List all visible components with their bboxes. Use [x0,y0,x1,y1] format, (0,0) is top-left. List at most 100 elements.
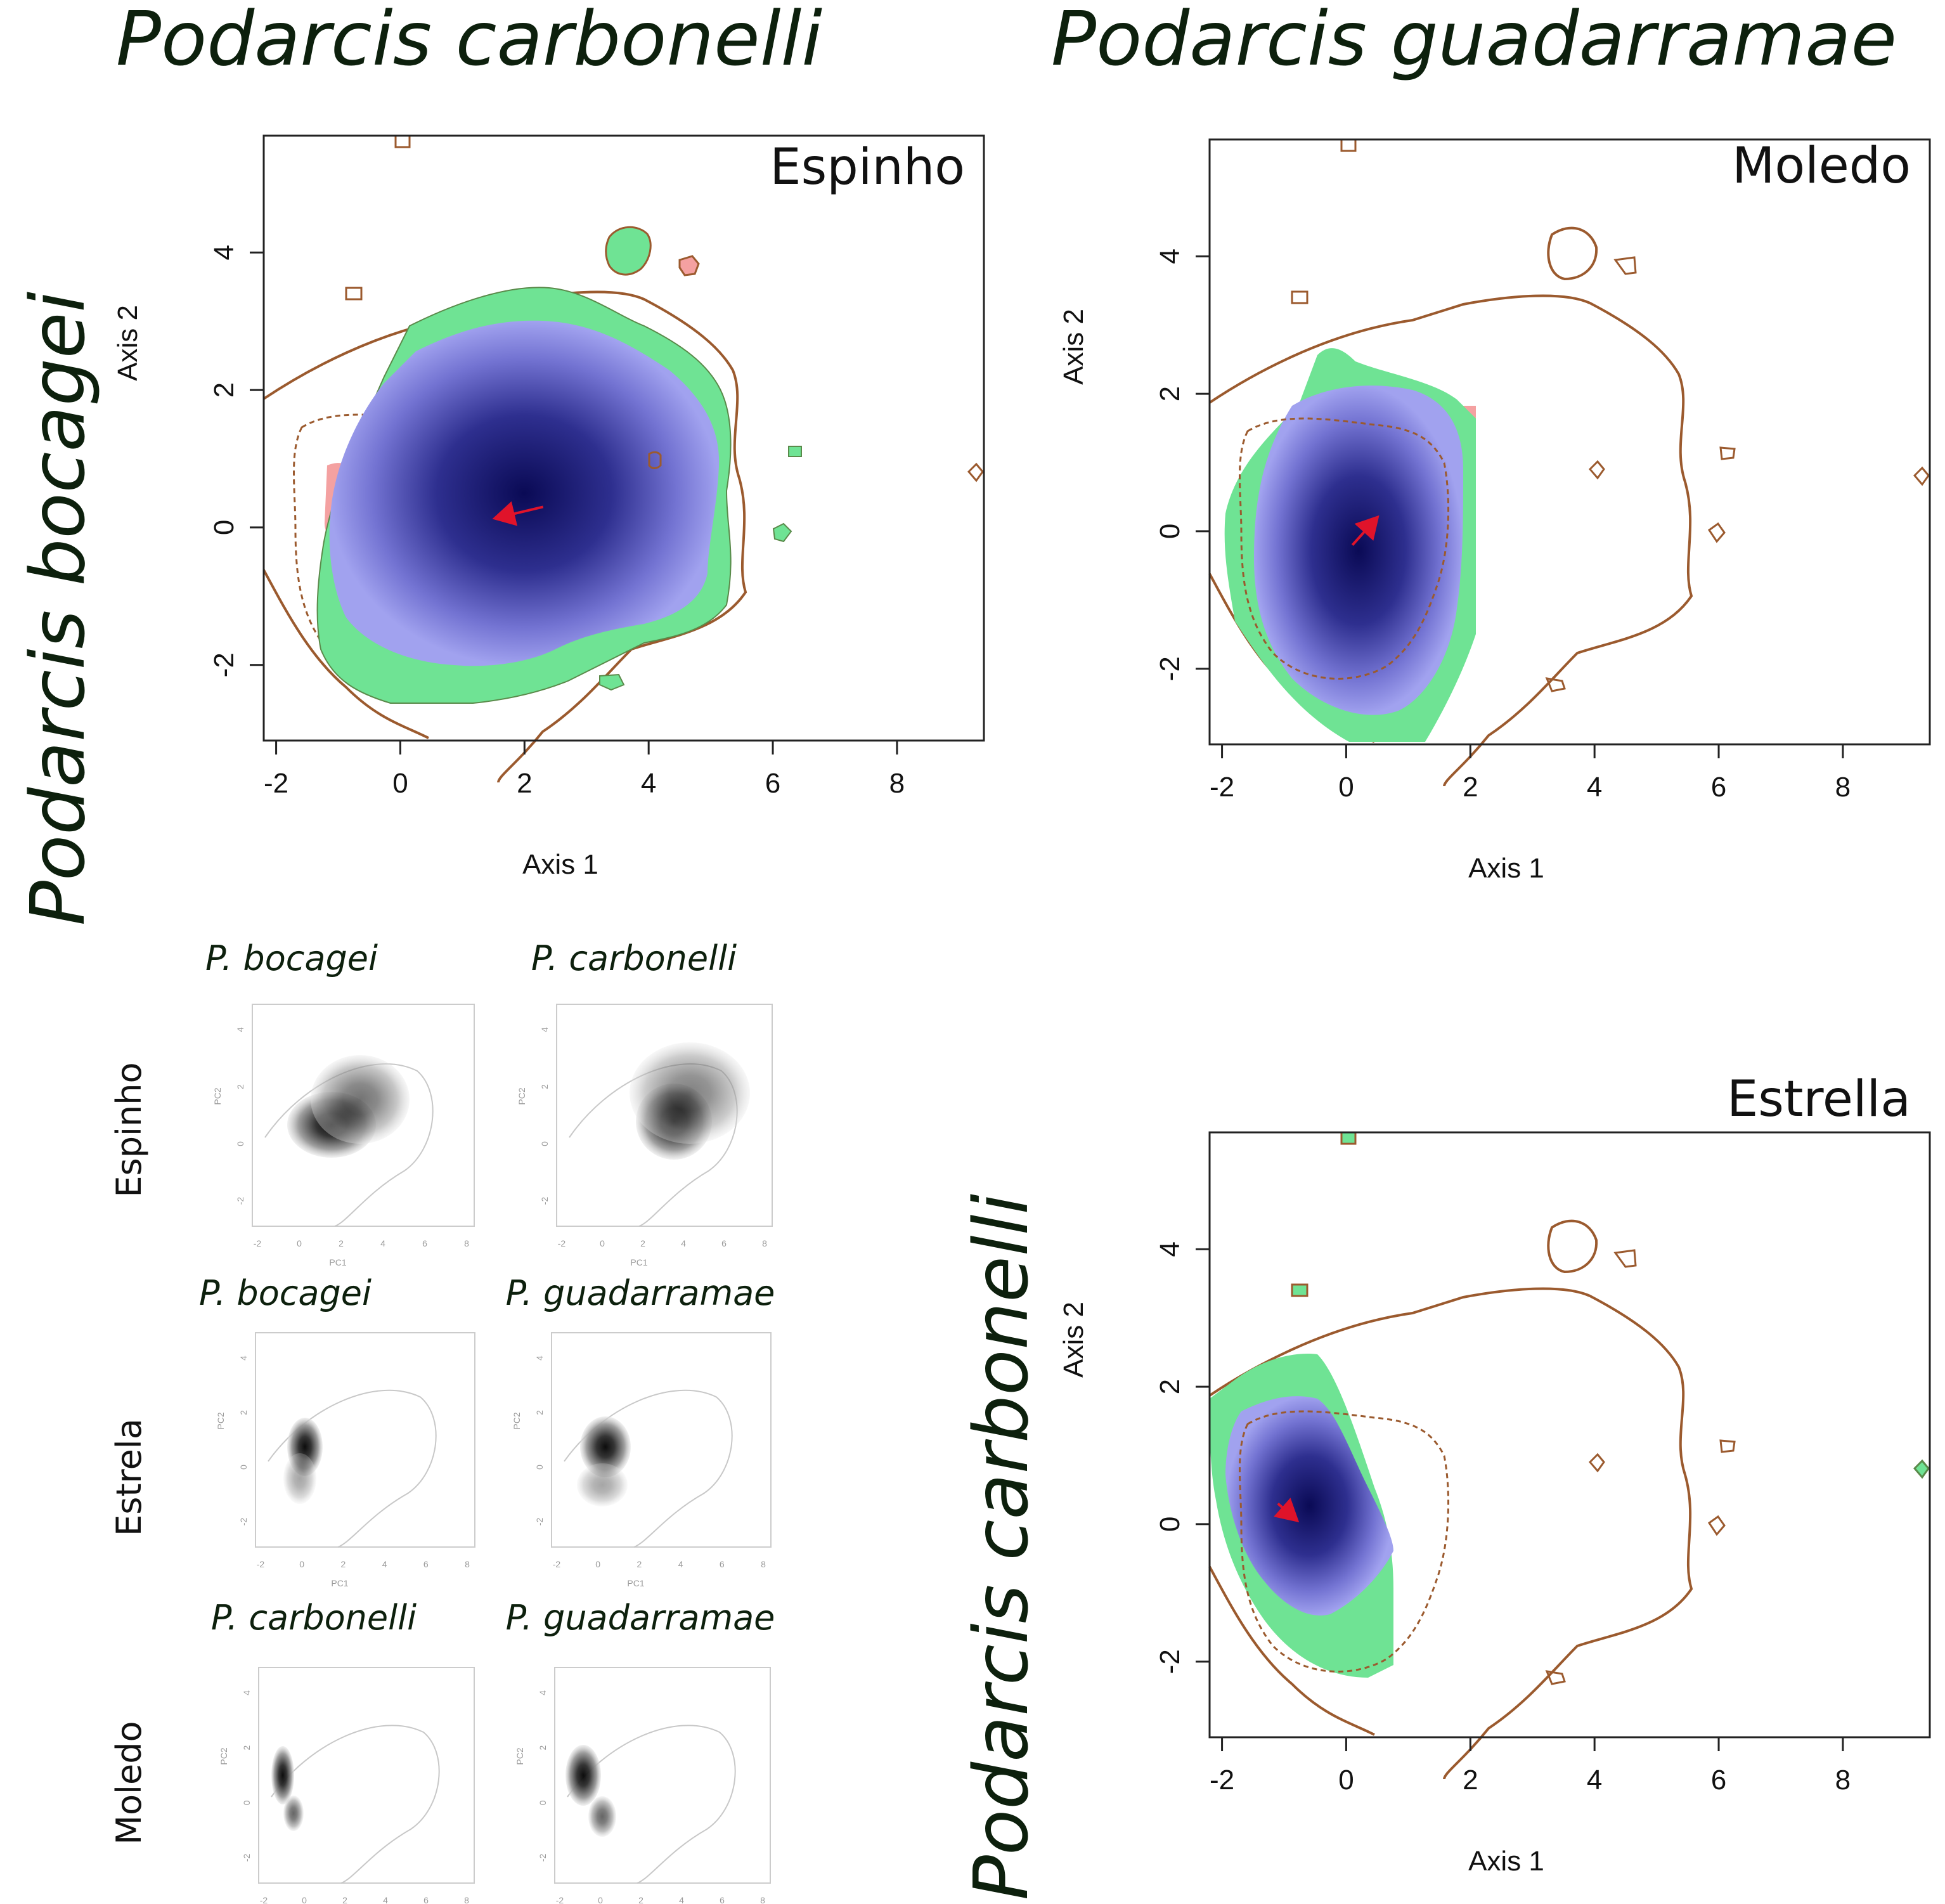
plot-frame [1208,138,1931,746]
mini-x-tick-label: 4 [681,1238,686,1248]
mini-y-tick-label: -2 [235,1197,245,1205]
mini-site-label: Moledo [109,1721,149,1844]
x-tick-label: 6 [1711,772,1726,803]
mini-density-blob [565,1745,601,1806]
plot-frame [262,134,985,742]
species-range-contour [1239,1410,1450,1673]
mini-y-tick-label: 2 [242,1745,252,1751]
mini-x-axis-label: PC1 [331,1578,348,1588]
mini-x-tick-label: 8 [762,1238,767,1248]
mini-y-tick-label: -2 [242,1854,252,1862]
plot-frame [1208,1131,1931,1739]
mini-x-tick-label: 4 [383,1895,388,1904]
column-header-1: Podarcis carbonelli [116,0,822,82]
mini-y-tick-label: 0 [538,1800,548,1805]
mini-plot-frame [258,1667,475,1884]
background-contour [1291,290,1309,304]
mini-y-tick-label: 0 [534,1465,545,1470]
background-contour [1913,466,1930,486]
background-contour [967,462,984,482]
mini-x-tick-label: 2 [640,1238,645,1248]
mini-site-label: Espinho [109,1062,149,1197]
mini-y-tick-label: 0 [242,1800,252,1805]
mini-y-tick-label: -2 [534,1518,545,1526]
x-axis-label: Axis 1 [1468,853,1544,884]
mini-x-tick-label: 6 [720,1895,725,1904]
mini-species-label: P. guadarramae [506,1598,775,1638]
y-tick-label: 2 [209,382,240,398]
mini-y-axis-label: PC2 [515,1747,525,1765]
unfilling-island [678,255,700,276]
x-tick-label: 8 [1835,1765,1851,1796]
background-contour [1719,1439,1736,1453]
mini-y-tick-label: 4 [235,1027,245,1032]
background-contour [1719,446,1736,460]
centroid-shift-arrow [492,501,544,526]
chart-espinho: -2 0 2 4 6 8 -2 0 2 4 Axis 1 Axis 2 Espinho [112,134,985,880]
expansion-island [1340,1131,1357,1145]
mini-y-tick-label: 0 [540,1141,550,1146]
mini-y-axis-label: PC2 [517,1087,527,1104]
y-axis-label: Axis 2 [1058,1302,1089,1378]
x-tick-label: 4 [1587,1765,1602,1796]
y-tick-label: 2 [1154,1379,1186,1394]
mini-site-label: Estrela [109,1418,149,1536]
mini-y-tick-label: 4 [238,1356,249,1361]
mini-y-tick-label: 4 [538,1690,548,1695]
expansion-island [599,673,625,691]
mini-x-tick-label: -2 [254,1238,262,1248]
x-tick-label: -2 [264,768,288,799]
row-header-2: Podarcis carbonelli [957,1194,1045,1900]
background-contour [1613,256,1637,275]
background-contour [1613,1249,1637,1268]
mini-y-axis-label: PC2 [212,1087,223,1104]
x-tick-label: 0 [1338,772,1354,803]
mini-x-axis-label: PC1 [627,1578,644,1588]
mini-x-axis-label: PC1 [630,1257,647,1267]
mini-y-tick-label: 2 [235,1084,245,1089]
mini-density-blob [630,1042,750,1144]
y-tick-label: 4 [1154,1241,1186,1257]
mini-panel-estrela-bocagei: -2 0 2 4 6 8 -2 0 2 4 PC1 PC2 [216,1332,475,1588]
mini-y-tick-label: 2 [538,1745,548,1751]
x-tick-label: 8 [1835,772,1851,803]
mini-x-tick-label: -2 [553,1559,561,1569]
mini-y-tick-label: 4 [534,1356,545,1361]
mini-y-axis-label: PC2 [219,1747,229,1765]
background-contour [1545,677,1566,692]
mini-background-contour [268,1389,437,1548]
mini-x-tick-label: 6 [423,1895,429,1904]
mini-y-tick-label: 0 [238,1465,249,1470]
mini-density-blob [311,1055,410,1144]
mini-x-tick-label: 6 [423,1559,429,1569]
panel-title: Moledo [1732,138,1911,195]
background-contour [648,451,662,469]
background-contour [394,134,411,148]
mini-x-tick-label: 2 [637,1559,642,1569]
mini-y-axis-label: PC2 [216,1412,226,1429]
mini-x-tick-label: 0 [595,1559,600,1569]
mini-density-blob [577,1463,628,1506]
mini-x-tick-label: 0 [598,1895,603,1904]
background-contour [1707,522,1726,543]
mini-x-tick-label: 4 [382,1559,387,1569]
expansion-island [1913,1459,1930,1479]
mini-density-blob [271,1746,294,1804]
background-contour [1707,1515,1726,1536]
mini-panel-espinho-carbonelli: -2 0 2 4 6 8 -2 0 2 4 PC1 PC2 [517,1004,773,1267]
x-tick-label: 0 [392,768,408,799]
expansion-island [605,226,652,276]
background-contour [345,287,363,301]
background-contour [1208,1287,1693,1780]
panel-title: Estrella [1727,1071,1911,1128]
mini-y-tick-label: -2 [538,1854,548,1862]
mini-x-tick-label: 0 [297,1238,302,1248]
background-contour [1208,1566,1375,1736]
mini-x-tick-label: -2 [556,1895,564,1904]
mini-background-contour [271,1725,440,1884]
background-contour [1208,294,1693,787]
x-tick-label: 2 [517,768,532,799]
y-tick-label: -2 [1154,1649,1186,1674]
mini-x-tick-label: 2 [341,1559,346,1569]
